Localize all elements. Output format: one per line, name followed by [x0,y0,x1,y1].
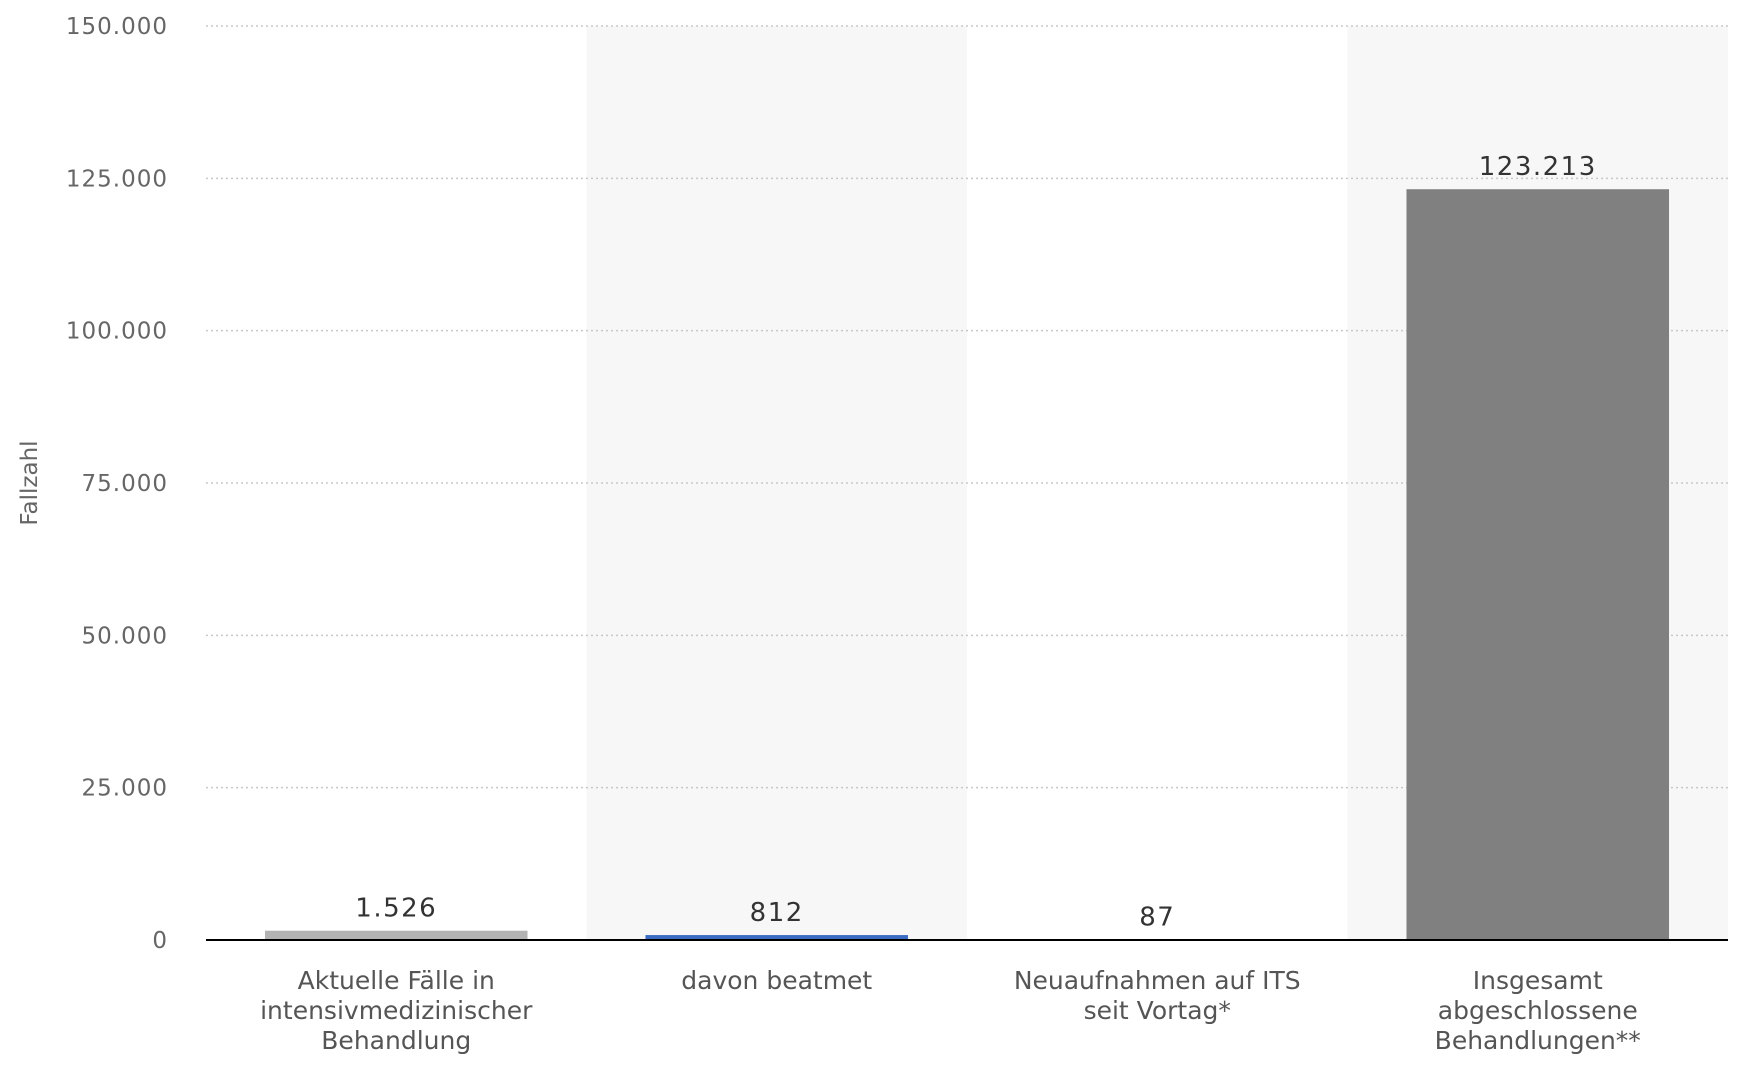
category-label: Insgesamt abgeschlossene Behandlungen** [1435,966,1641,1055]
data-labels: 1.526 812 87 123.213 [355,152,1597,932]
category-labels: Aktuelle Fälle in intensivmedizinischer Be… [260,966,1641,1055]
category-label-line: Behandlungen** [1435,1026,1641,1055]
category-label-line: davon beatmet [681,966,872,995]
y-axis-ticks: 0 25.000 50.000 75.000 100.000 125.000 150.000 [66,14,168,954]
category-label-line: seit Vortag* [1084,996,1231,1025]
category-label-line: Behandlung [321,1026,471,1055]
category-label: davon beatmet [681,966,872,995]
bar[interactable] [264,930,528,940]
category-label-line: abgeschlossene [1438,996,1638,1025]
bar[interactable] [1406,189,1670,941]
data-label: 123.213 [1479,152,1597,182]
category-label-line: Aktuelle Fälle in [298,966,495,995]
y-tick-label: 50.000 [82,623,168,649]
y-axis-title: Fallzahl [17,440,43,525]
y-tick-label: 125.000 [66,166,168,192]
data-label: 1.526 [355,894,437,924]
y-tick-label: 100.000 [66,319,168,345]
y-tick-label: 150.000 [66,14,168,40]
y-tick-label: 0 [152,928,168,954]
category-label-line: intensivmedizinischer [260,996,533,1025]
y-tick-label: 75.000 [82,471,168,497]
data-label: 812 [750,898,804,928]
gridlines [206,25,1728,789]
category-label-line: Insgesamt [1473,966,1603,995]
category-label: Aktuelle Fälle in intensivmedizinischer Be… [260,966,533,1055]
bar[interactable] [645,935,909,940]
y-tick-label: 25.000 [82,776,168,802]
data-label: 87 [1139,902,1175,932]
bars [264,189,1670,941]
category-label: Neuaufnahmen auf ITS seit Vortag* [1014,966,1301,1025]
category-label-line: Neuaufnahmen auf ITS [1014,966,1301,995]
